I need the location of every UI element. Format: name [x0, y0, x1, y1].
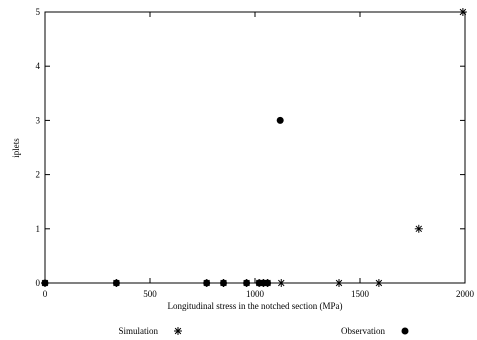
x-axis-label: Longitudinal stress in the notched secti…	[168, 301, 343, 311]
x-axis-ticks: 0 500 1000 1500 2000	[43, 12, 475, 299]
x-tick-label: 0	[43, 289, 48, 299]
legend-asterisk-icon	[174, 327, 182, 335]
asterisk-stroke	[415, 225, 423, 233]
legend-label-simulation: Simulation	[118, 326, 158, 336]
simulation-point	[277, 279, 286, 287]
y-tick-label: 3	[36, 115, 41, 125]
x-tick-label: 1000	[246, 289, 265, 299]
observation-point	[203, 279, 211, 287]
x-tick-label: 1500	[351, 289, 370, 299]
legend-label-observation: Observation	[341, 326, 385, 336]
asterisk-stroke	[375, 279, 383, 287]
x-tick-label: 500	[143, 289, 157, 299]
observation-point	[41, 279, 49, 287]
y-tick-label: 2	[36, 170, 41, 180]
observation-point	[264, 279, 272, 287]
data-points	[41, 8, 467, 287]
observation-point	[220, 279, 227, 287]
legend-marker-simulation	[174, 327, 182, 335]
asterisk-stroke	[335, 279, 343, 287]
x-tick-label: 2000	[456, 289, 475, 299]
y-tick-label: 4	[36, 61, 41, 71]
y-axis-ticks: 0 1 2 3 4 5	[36, 7, 465, 288]
legend: Simulation Observation	[118, 326, 409, 336]
y-axis-label: iplets	[11, 138, 21, 158]
asterisk-stroke	[278, 279, 285, 287]
observation-point	[276, 116, 284, 124]
simulation-point	[414, 224, 423, 233]
legend-marker-observation	[401, 327, 409, 335]
observation-point	[243, 279, 251, 287]
simulation-point	[374, 279, 383, 287]
y-tick-label: 0	[36, 278, 41, 288]
asterisk-stroke	[459, 8, 467, 16]
simulation-point	[335, 279, 343, 287]
asterisk-stroke	[174, 327, 182, 335]
observation-point	[112, 279, 120, 287]
y-tick-label: 5	[36, 7, 41, 17]
y-tick-label: 1	[36, 224, 41, 234]
simulation-point	[458, 8, 467, 16]
legend-dot-icon	[401, 327, 409, 335]
plot-frame	[44, 11, 466, 284]
